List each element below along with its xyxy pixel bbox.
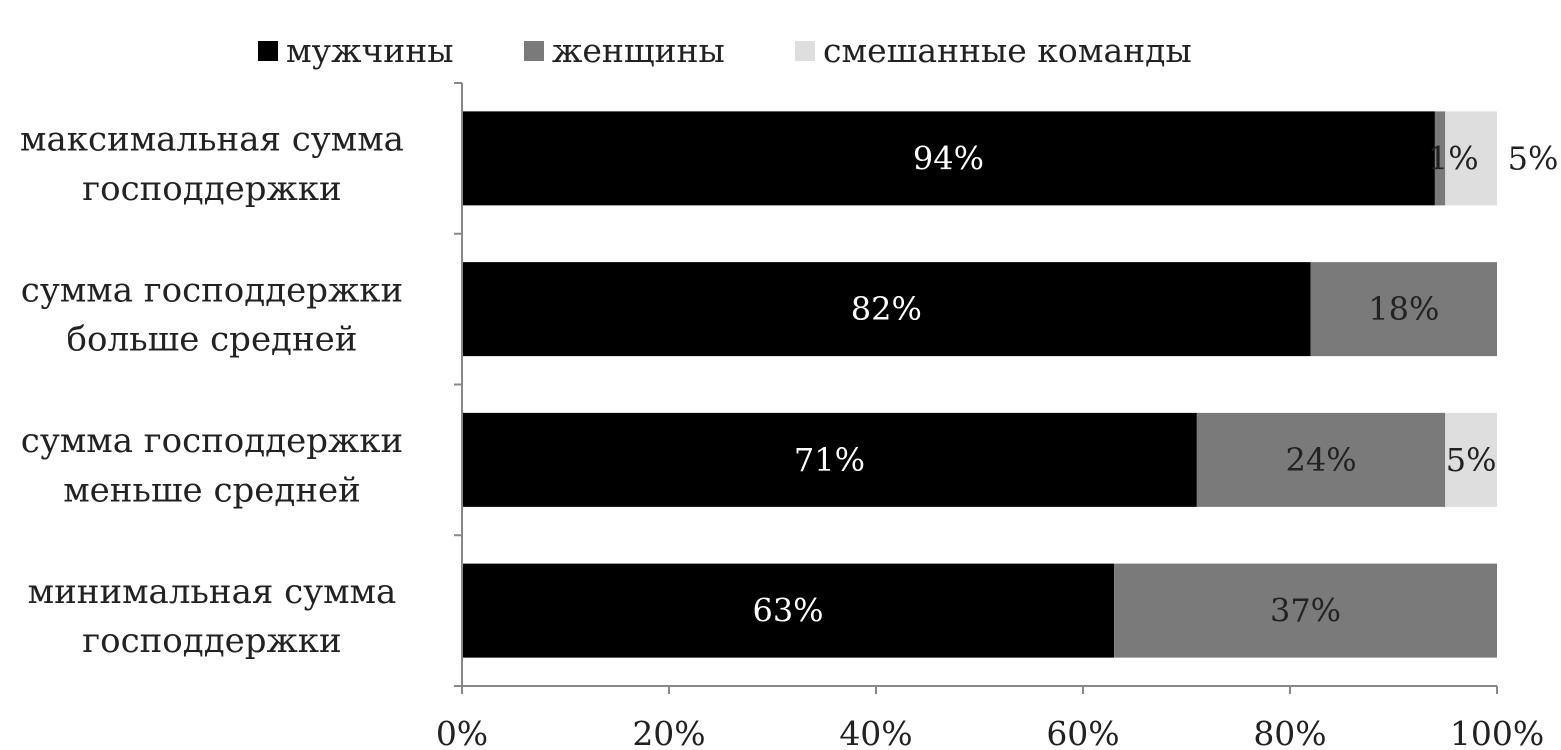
x-tick-label: 60% (1046, 714, 1119, 750)
data-label: 5% (1508, 139, 1559, 177)
bar-segment (462, 111, 1435, 206)
data-label: 71% (794, 441, 865, 479)
category-label-line: сумма господдержки (21, 421, 403, 461)
legend-label: мужчины (286, 31, 454, 70)
legend-item: смешанные команды (795, 31, 1192, 70)
data-label: 94% (913, 139, 984, 177)
data-label: 63% (752, 592, 823, 630)
data-label: 24% (1285, 441, 1356, 479)
bar-segment (462, 563, 1115, 658)
legend-label: смешанные команды (823, 31, 1192, 70)
category-label-line: больше средней (67, 320, 358, 360)
x-tick-label: 100% (1450, 714, 1544, 750)
legend-item: мужчины (258, 31, 454, 70)
legend-swatch (524, 41, 544, 61)
bar-segment (1434, 111, 1446, 206)
bar-segment (1114, 563, 1497, 658)
bar-segment (1445, 412, 1497, 507)
bar-segment (1310, 262, 1497, 357)
category-label-line: сумма господдержки (21, 270, 403, 310)
x-tick-label: 80% (1253, 714, 1326, 750)
category-label-line: минимальная сумма (28, 572, 397, 612)
data-label: 37% (1270, 592, 1341, 630)
bar-segment (1445, 111, 1497, 206)
category-label: сумма господдержки больше средней (21, 270, 403, 359)
x-tick-label: 40% (839, 714, 912, 750)
category-label-line: меньше средней (63, 470, 361, 510)
data-label: 18% (1368, 290, 1439, 328)
category-label-line: господдержки (82, 621, 341, 661)
data-label: 5% (1446, 441, 1497, 479)
legend-swatch (258, 41, 278, 61)
x-tick-label: 20% (632, 714, 705, 750)
legend-item: женщины (524, 31, 725, 70)
category-label-line: господдержки (82, 169, 341, 209)
category-labels: максимальная сумма господдержки сумма госп… (20, 120, 404, 662)
bars (462, 111, 1497, 658)
category-label: сумма господдержки меньше средней (21, 421, 403, 510)
legend: мужчины женщины смешанные команды (258, 31, 1192, 70)
x-tick-label: 0% (436, 714, 488, 750)
category-label: максимальная сумма господдержки (20, 120, 404, 209)
data-label: 1% (1428, 139, 1479, 177)
legend-swatch (795, 41, 815, 61)
category-label-line: максимальная сумма (20, 120, 404, 160)
category-label: минимальная сумма господдержки (28, 572, 397, 661)
data-label: 82% (851, 290, 922, 328)
legend-label: женщины (552, 31, 725, 70)
bar-segment (1196, 412, 1446, 507)
bar-segment (462, 262, 1311, 357)
axes: 0% 20% 40% 60% 80% 100% (436, 82, 1544, 750)
data-labels: 94% 1% 5% 82% 18% 71% 24% 5% 63% 37% (752, 139, 1558, 629)
bar-segment (462, 412, 1197, 507)
